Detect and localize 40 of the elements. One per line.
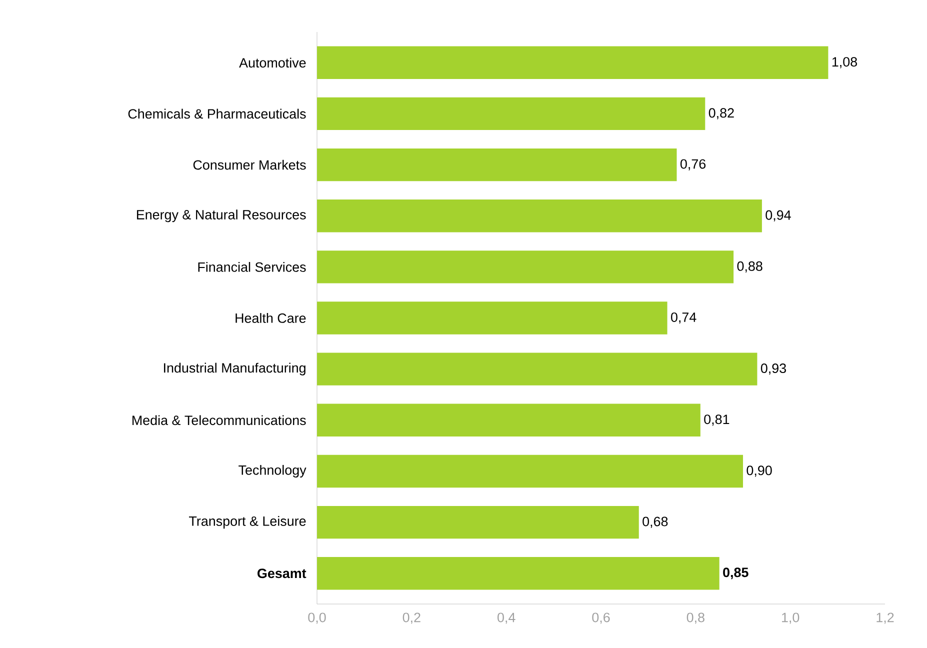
x-tick-label: 0,8 bbox=[686, 612, 704, 624]
y-tick-label: Consumer Markets bbox=[193, 160, 306, 170]
y-tick-label: Transport & Leisure bbox=[189, 516, 306, 529]
data-label: 0,82 bbox=[708, 108, 734, 120]
bar bbox=[317, 200, 762, 232]
x-tick-label: 1,0 bbox=[782, 612, 800, 624]
y-tick-label: Gesamt bbox=[258, 568, 306, 578]
y-tick-label: Financial Services bbox=[198, 262, 306, 272]
bar bbox=[317, 250, 734, 284]
bar bbox=[317, 46, 828, 79]
data-label: 0,76 bbox=[680, 159, 706, 170]
data-label: 0,85 bbox=[723, 568, 748, 580]
bar bbox=[317, 404, 700, 436]
data-label: 0,88 bbox=[737, 261, 762, 272]
bar bbox=[317, 302, 668, 334]
bar bbox=[317, 97, 706, 130]
bar bbox=[317, 148, 677, 182]
data-label: 0,94 bbox=[766, 210, 791, 222]
x-tick-label: 0,0 bbox=[308, 612, 326, 624]
data-label: 1,08 bbox=[832, 57, 857, 68]
y-tick-label: Media & Telecommunications bbox=[132, 415, 306, 426]
x-tick-label: 0,2 bbox=[402, 612, 420, 624]
y-tick-label: Technology bbox=[238, 464, 306, 478]
y-tick-label: Chemicals & Pharmaceuticals bbox=[128, 108, 306, 119]
data-label: 0,81 bbox=[704, 414, 730, 426]
data-label: 0,74 bbox=[671, 312, 696, 324]
bar bbox=[317, 557, 720, 590]
bar bbox=[317, 352, 758, 386]
y-tick-label: Industrial Manufacturing bbox=[164, 362, 306, 376]
bar bbox=[317, 506, 639, 539]
x-tick-label: 0,4 bbox=[498, 612, 516, 624]
bar bbox=[317, 454, 744, 488]
y-tick-label: Energy & Natural Resources bbox=[136, 210, 306, 222]
y-tick-label: Automotive bbox=[239, 58, 306, 68]
y-tick-label: Health Care bbox=[236, 313, 306, 323]
data-label: 0,90 bbox=[746, 466, 772, 477]
x-tick-label: 0,6 bbox=[592, 612, 610, 624]
data-label: 0,68 bbox=[642, 516, 668, 528]
data-label: 0,93 bbox=[760, 364, 786, 375]
x-tick-label: 1,2 bbox=[876, 612, 894, 624]
